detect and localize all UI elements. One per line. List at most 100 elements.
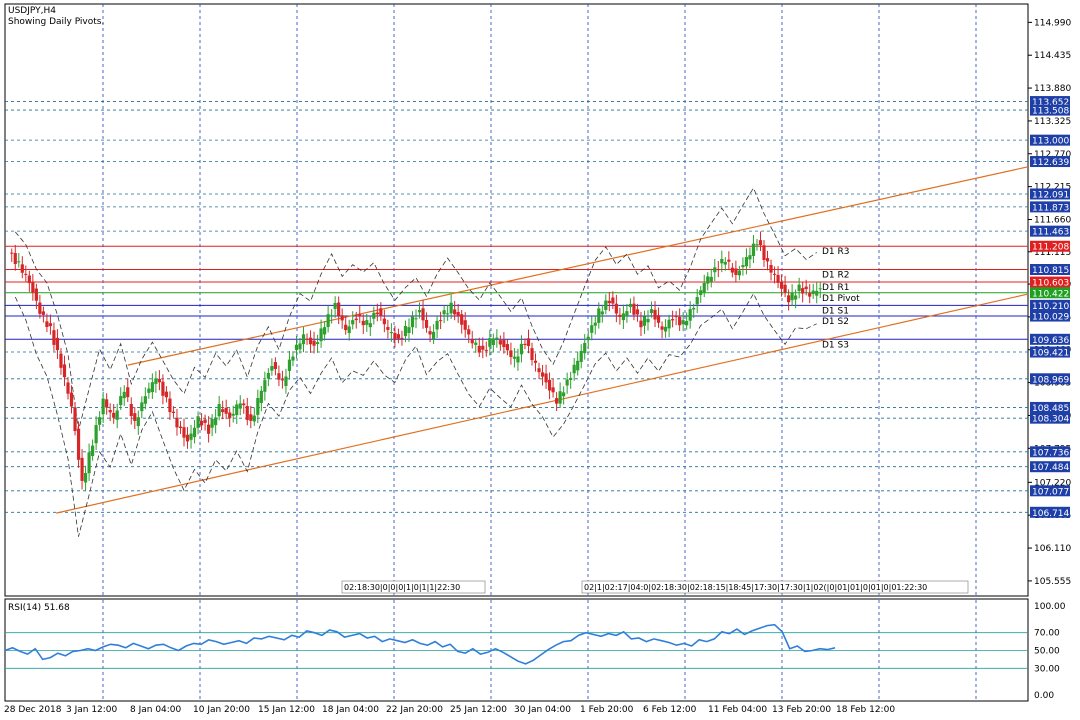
level-label-bg [1030, 310, 1070, 322]
candle-bear [523, 343, 527, 345]
candle-bear [126, 387, 130, 398]
candle-bear [157, 378, 161, 383]
pivot-label: D1 R3 [822, 247, 850, 257]
candle-bull [192, 427, 197, 438]
time-axis-label: 8 Jan 04:00 [130, 705, 182, 715]
level-label-bg [1030, 201, 1070, 213]
time-axis-label: 15 Jan 12:00 [258, 705, 315, 715]
candle-bear [13, 253, 17, 264]
session-strip-text: 02|1|02:17|04:0|02:18:30|02:18:15|18:45|… [584, 583, 927, 592]
rsi-tick-label: 50.00 [1034, 647, 1060, 657]
candle-bear [112, 412, 116, 418]
candle-bear [428, 331, 432, 335]
candle-bear [27, 275, 31, 284]
time-axis-label: 18 Feb 12:00 [836, 705, 895, 715]
main-plot-frame [4, 3, 1029, 597]
level-label-bg [1030, 485, 1070, 497]
candle-bear [614, 303, 618, 314]
candle-bull [291, 356, 295, 361]
candle-bear [108, 410, 112, 413]
candle-bull [315, 342, 320, 345]
level-label-bg [1030, 299, 1070, 311]
candle-bear [537, 368, 541, 373]
level-label: 106.714 [1032, 509, 1069, 519]
price-tick-label: 106.110 [1034, 544, 1071, 554]
candle-bull [140, 402, 144, 412]
time-axis-label: 1 Feb 20:00 [580, 705, 634, 715]
candle-bull [196, 416, 200, 428]
candle-bull [688, 309, 692, 321]
pivot-label: D1 S3 [822, 340, 849, 350]
candle-bull [238, 403, 242, 409]
level-label-bg [1030, 401, 1070, 413]
candle-bull [256, 398, 260, 415]
candle-bear [505, 344, 509, 351]
candle-bear [787, 295, 791, 303]
candle-bull [681, 320, 685, 325]
candle-bear [618, 314, 622, 317]
candle-bull [516, 356, 520, 363]
candle-bear [38, 302, 42, 314]
candle-bull [214, 417, 218, 426]
candle-bear [555, 398, 559, 404]
candle-bear [168, 398, 172, 413]
price-tick-label: 113.325 [1034, 117, 1071, 127]
candle-bear [245, 406, 249, 420]
candle-bull [333, 302, 337, 309]
candle-bear [375, 312, 379, 315]
candle-bear [674, 315, 678, 317]
level-label-bg [1030, 264, 1070, 276]
candle-bull [565, 379, 569, 386]
candle-bear [716, 269, 720, 271]
candle-bear [161, 381, 165, 396]
candle-bull [621, 313, 625, 321]
candle-bull [699, 290, 703, 296]
candle-bear [105, 399, 109, 408]
candle-bull [87, 452, 91, 474]
price-tick-label: 112.215 [1034, 183, 1071, 193]
candle-bear [185, 434, 190, 442]
candle-bear [10, 252, 14, 254]
candle-bull [755, 244, 759, 246]
candle-bull [150, 382, 154, 393]
level-label-bg [1030, 287, 1070, 299]
price-tick-label: 107.220 [1034, 478, 1071, 488]
candle-bull [263, 380, 267, 392]
candle-bull [252, 415, 256, 422]
session-strip-box [581, 580, 969, 594]
level-label-bg [1030, 104, 1070, 116]
candle-bear [456, 312, 460, 316]
candle-bull [101, 398, 105, 415]
price-tick-label: 114.435 [1034, 51, 1071, 61]
level-label-bg [1030, 188, 1070, 200]
candle-bull [583, 342, 587, 354]
candle-bull [702, 282, 706, 293]
candle-bull [98, 417, 102, 425]
candle-bear [221, 409, 225, 413]
envelope-upper [14, 187, 817, 431]
candle-bear [453, 309, 457, 315]
candle-bear [340, 315, 344, 321]
level-label: 111.208 [1032, 243, 1069, 253]
price-tick-label: 114.990 [1034, 18, 1071, 28]
candle-bull [748, 255, 752, 260]
candle-bull [323, 327, 327, 335]
candle-bull [417, 310, 422, 313]
rsi-tick-label: 70.00 [1034, 629, 1060, 639]
candle-bear [52, 330, 56, 345]
level-label: 112.091 [1032, 190, 1069, 200]
candle-bear [199, 420, 204, 426]
candle-bear [653, 309, 657, 320]
candle-bull [597, 308, 601, 323]
candle-bear [361, 320, 365, 326]
candle-bull [512, 356, 517, 359]
candle-bull [294, 344, 299, 351]
session-strip-text: 02:18:30|0|0|0|1|0|1|1|22:30 [344, 583, 460, 592]
candle-bull [403, 326, 408, 337]
time-axis-label: 30 Jan 04:00 [514, 705, 571, 715]
level-label: 110.210 [1032, 302, 1069, 312]
level-label: 109.636 [1032, 336, 1069, 346]
candlesticks [10, 231, 822, 492]
level-label: 113.652 [1032, 98, 1069, 108]
candle-bull [646, 318, 650, 323]
